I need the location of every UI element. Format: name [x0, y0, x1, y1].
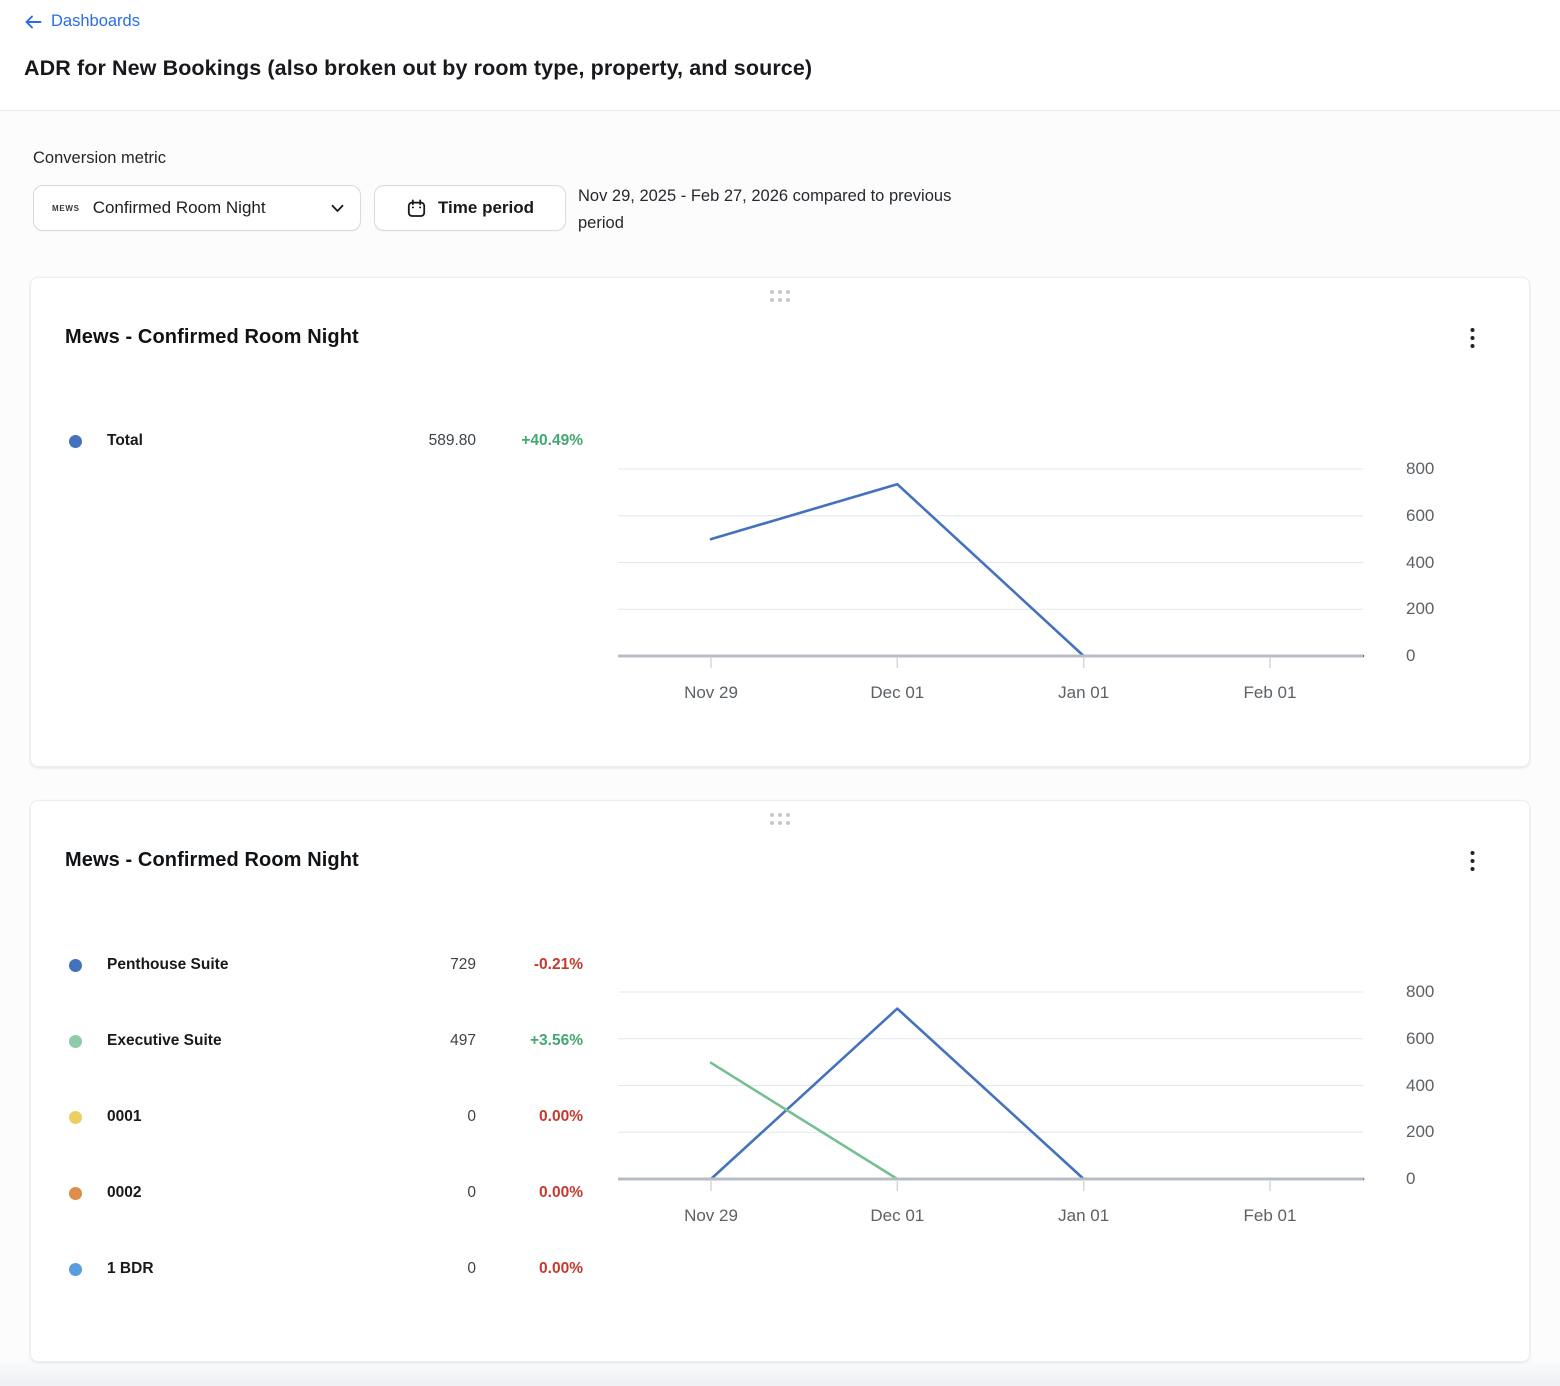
- y-axis-label: 200: [1406, 599, 1435, 619]
- x-axis-label: Nov 29: [684, 683, 738, 702]
- y-axis-label: 800: [1406, 982, 1435, 1001]
- y-axis-label: 200: [1406, 1122, 1435, 1142]
- chart-legend: Penthouse Suite 729 -0.21% Executive Suite 4…: [69, 953, 583, 1333]
- y-axis: 0 200 400 600 800: [1406, 458, 1476, 673]
- series-color-dot: [69, 1110, 82, 1124]
- series-value: 0: [467, 1184, 476, 1201]
- line-chart: Nov 29 Dec 01 Jan 01 Feb 01 0 200 400 600 800: [618, 981, 1478, 1241]
- legend-item[interactable]: 0002 0 0.00%: [69, 1181, 583, 1205]
- y-axis: 0 200 400 600 800: [1406, 981, 1476, 1196]
- series-value: 0: [467, 1260, 476, 1277]
- y-axis-label: 0: [1406, 646, 1416, 665]
- series-value: 497: [450, 1032, 476, 1049]
- legend-item[interactable]: 0001 0 0.00%: [69, 1105, 583, 1129]
- series-delta: 0.00%: [539, 1260, 583, 1277]
- x-axis-label: Dec 01: [870, 1206, 925, 1225]
- card-menu-button[interactable]: [1457, 322, 1487, 354]
- series-label: 1 BDR: [107, 1260, 154, 1277]
- y-axis-label: 400: [1406, 1075, 1435, 1095]
- series-delta: +40.49%: [521, 432, 583, 449]
- series-color-dot: [69, 1186, 82, 1200]
- scroll-fade: [0, 1360, 1560, 1386]
- legend-item[interactable]: Executive Suite 497 +3.56%: [69, 1029, 583, 1053]
- series-value: 589.80: [428, 432, 476, 449]
- series-color-dot: [69, 1262, 82, 1276]
- drag-handle-icon[interactable]: [766, 286, 794, 306]
- y-axis-label: 400: [1406, 552, 1435, 572]
- x-axis-label: Feb 01: [1243, 1206, 1297, 1225]
- y-axis-label: 0: [1406, 1169, 1416, 1188]
- chart-legend: Total 589.80 +40.49%: [69, 429, 583, 505]
- series-delta: -0.21%: [533, 956, 583, 973]
- x-axis-label: Jan 01: [1058, 1206, 1110, 1225]
- conversion-metric-select[interactable]: MEWS Confirmed Room Night: [33, 185, 361, 231]
- y-axis-label: 600: [1406, 1028, 1435, 1048]
- series-delta: 0.00%: [539, 1184, 583, 1201]
- time-period-label: Time period: [437, 198, 535, 217]
- chevron-down-icon: [331, 204, 344, 213]
- series-label: Total: [107, 432, 143, 449]
- back-link-label: Dashboards: [51, 12, 140, 30]
- period-summary-text: Nov 29, 2025 - Feb 27, 2026 compared to …: [578, 187, 952, 232]
- mews-logo: MEWS: [52, 203, 80, 213]
- x-axis-label: Dec 01: [870, 683, 925, 702]
- metric-card-by-room-type: Mews - Confirmed Room Night Penthouse Su…: [30, 800, 1530, 1362]
- legend-item[interactable]: Total 589.80 +40.49%: [69, 429, 583, 453]
- series-label: 0001: [107, 1108, 142, 1125]
- series-label: Executive Suite: [107, 1032, 222, 1049]
- card-menu-button[interactable]: [1457, 845, 1487, 877]
- series-color-dot: [69, 958, 82, 972]
- series-value: 0: [467, 1108, 476, 1125]
- calendar-icon: [406, 198, 427, 219]
- back-arrow-icon: [24, 15, 42, 29]
- y-axis-label: 600: [1406, 505, 1435, 525]
- series-label: 0002: [107, 1184, 142, 1201]
- card-title: Mews - Confirmed Room Night: [65, 326, 359, 348]
- y-axis-label: 800: [1406, 459, 1435, 478]
- series-color-dot: [69, 1034, 82, 1048]
- legend-item[interactable]: 1 BDR 0 0.00%: [69, 1257, 583, 1281]
- series-value: 729: [450, 956, 476, 973]
- card-title: Mews - Confirmed Room Night: [65, 849, 359, 871]
- series-color-dot: [69, 434, 82, 448]
- line-chart: Nov 29 Dec 01 Jan 01 Feb 01 0 200 400 600 800: [618, 458, 1478, 718]
- conversion-metric-label: Conversion metric: [33, 149, 166, 167]
- dashboard-content: Conversion metric MEWS Confirmed Room Ni…: [0, 111, 1560, 1386]
- page-title: ADR for New Bookings (also broken out by…: [24, 56, 813, 80]
- back-to-dashboards-link[interactable]: Dashboards: [24, 12, 140, 31]
- series-delta: +3.56%: [529, 1032, 583, 1049]
- series-delta: 0.00%: [539, 1108, 583, 1125]
- series-label: Penthouse Suite: [107, 956, 229, 973]
- legend-item[interactable]: Penthouse Suite 729 -0.21%: [69, 953, 583, 977]
- x-axis-label: Feb 01: [1243, 683, 1297, 702]
- drag-handle-icon[interactable]: [766, 809, 794, 829]
- conversion-metric-value: Confirmed Room Night: [92, 198, 266, 217]
- header-divider: [0, 110, 1560, 111]
- time-period-button[interactable]: Time period: [374, 185, 566, 231]
- metric-card-total: Mews - Confirmed Room Night Total 589.80 +…: [30, 277, 1530, 767]
- x-axis-label: Nov 29: [684, 1206, 738, 1225]
- x-axis-label: Jan 01: [1058, 683, 1110, 702]
